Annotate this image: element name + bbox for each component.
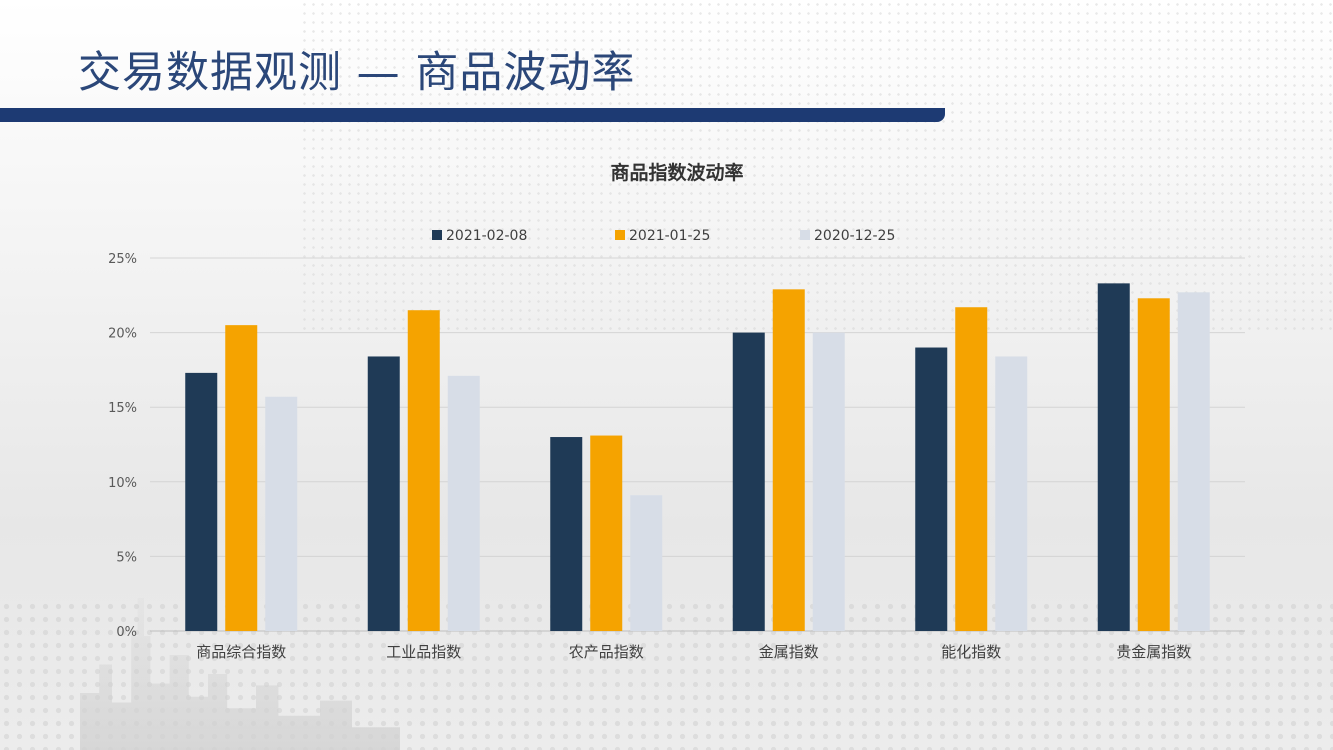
- legend-label: 2021-01-25: [629, 228, 710, 244]
- bar-2021-01-25-工业品指数: [407, 310, 440, 631]
- legend: 2021-02-08 2021-01-25 2020-12-25: [432, 228, 895, 244]
- y-tick-label: 25%: [108, 252, 137, 267]
- bar-2020-12-25-商品综合指数: [265, 396, 298, 631]
- y-tick-label: 20%: [108, 327, 137, 342]
- y-tick-label: 5%: [116, 550, 137, 565]
- x-category-label: 金属指数: [759, 643, 819, 661]
- x-category-label: 贵金属指数: [1116, 643, 1191, 661]
- legend-swatch: [432, 230, 442, 240]
- legend-label: 2021-02-08: [446, 228, 527, 244]
- world-map-background: [300, 0, 1333, 330]
- y-axis-ticks: 0% 5% 10% 15% 20% 25%: [108, 252, 137, 640]
- bar-2021-02-08-农产品指数: [550, 437, 583, 631]
- bar-2020-12-25-金属指数: [812, 332, 845, 631]
- bar-2021-01-25-贵金属指数: [1137, 298, 1170, 631]
- bar-2020-12-25-贵金属指数: [1177, 292, 1210, 631]
- header-bar: [0, 108, 945, 122]
- y-tick-label: 15%: [108, 401, 137, 416]
- x-category-label: 工业品指数: [386, 643, 461, 661]
- legend-label: 2020-12-25: [814, 228, 895, 244]
- bar-2020-12-25-工业品指数: [447, 375, 480, 631]
- chart-title: 商品指数波动率: [610, 161, 743, 184]
- bar-2021-02-08-金属指数: [732, 332, 765, 631]
- y-tick-label: 10%: [108, 476, 137, 491]
- y-tick-label: 0%: [116, 625, 137, 640]
- x-category-label: 能化指数: [941, 643, 1001, 661]
- bar-2021-02-08-商品综合指数: [185, 372, 218, 631]
- bars: [185, 283, 1210, 631]
- x-category-label: 农产品指数: [569, 643, 644, 661]
- grid-lines: [150, 257, 1245, 632]
- bar-2021-02-08-贵金属指数: [1097, 283, 1130, 631]
- bar-2021-02-08-能化指数: [915, 347, 948, 631]
- bar-2021-01-25-金属指数: [772, 289, 805, 631]
- legend-swatch: [615, 230, 625, 240]
- bar-2020-12-25-农产品指数: [630, 495, 663, 631]
- bar-2021-01-25-能化指数: [955, 307, 988, 631]
- x-axis-labels: 商品综合指数 工业品指数 农产品指数 金属指数 能化指数 贵金属指数: [196, 643, 1191, 661]
- x-category-label: 商品综合指数: [196, 643, 286, 661]
- page-title: 交易数据观测 — 商品波动率: [78, 48, 636, 98]
- bar-2021-01-25-农产品指数: [590, 435, 623, 631]
- bar-2021-01-25-商品综合指数: [225, 325, 258, 631]
- bar-2021-02-08-工业品指数: [367, 356, 400, 631]
- bar-2020-12-25-能化指数: [995, 356, 1028, 631]
- legend-swatch: [800, 230, 810, 240]
